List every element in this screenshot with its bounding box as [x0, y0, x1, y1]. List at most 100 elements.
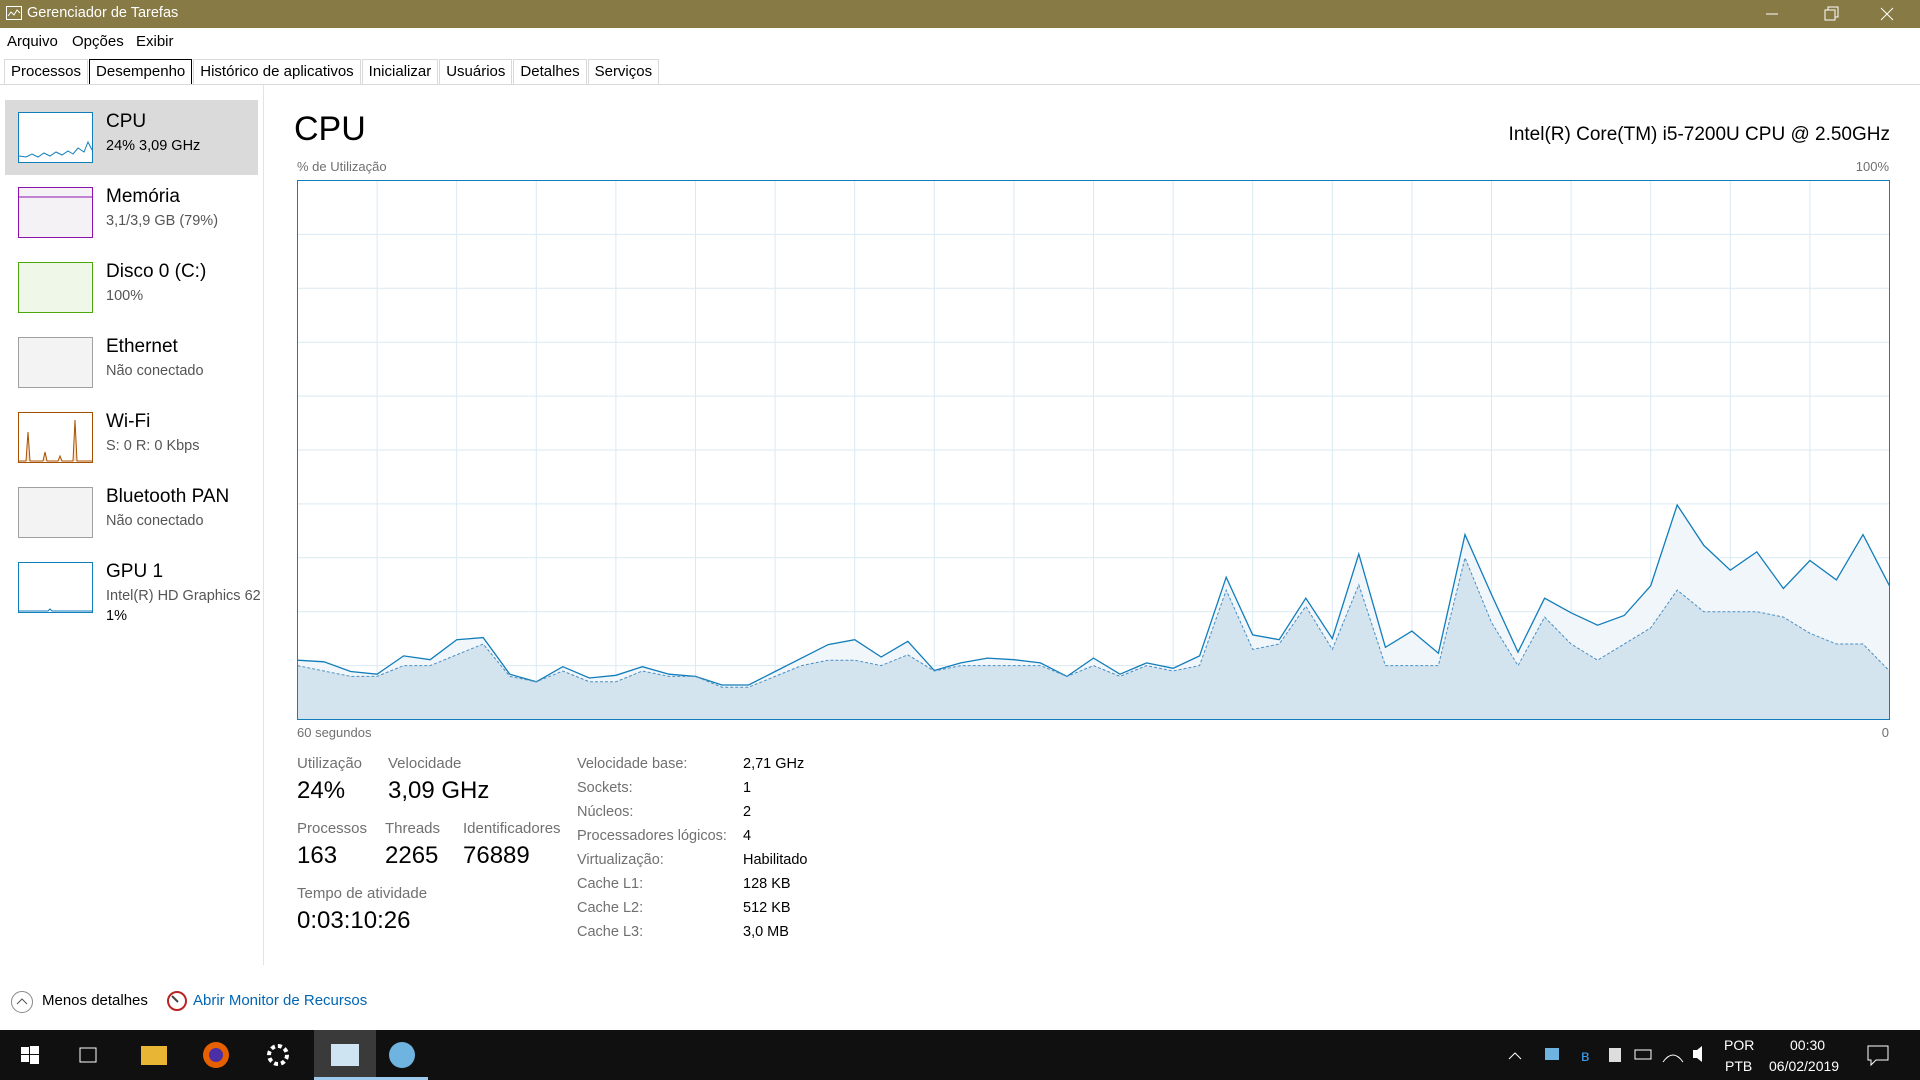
thumbnail[interactable] [18, 187, 93, 238]
detail-label: Velocidade base: [577, 756, 688, 772]
title-bar: Gerenciador de Tarefas [0, 0, 1920, 28]
stat-value: 76889 [463, 842, 530, 869]
tab[interactable]: Detalhes [513, 59, 587, 84]
detail-value: 4 [743, 828, 752, 844]
cpu-chart [297, 180, 1890, 720]
svg-text:ʙ: ʙ [1581, 1048, 1590, 1065]
detail-label: Sockets: [577, 780, 633, 796]
x-tick-label: 0 [1881, 725, 1889, 740]
detail-label: Núcleos: [577, 804, 634, 820]
device-detail: 100% [106, 288, 144, 304]
menu-item[interactable]: Arquivo [7, 33, 58, 50]
detail-label: Cache L1: [577, 876, 644, 892]
device-name[interactable]: Wi-Fi [106, 411, 151, 432]
detail-value: 512 KB [743, 900, 791, 916]
detail-label: Cache L3: [577, 924, 644, 940]
device-detail: Intel(R) HD Graphics 62 [106, 588, 261, 604]
device-detail: 24% 3,09 GHz [106, 138, 201, 154]
menu-bar: Arquivo Opções Exibir [0, 29, 1920, 55]
monitor-icon [167, 991, 187, 1011]
thumbnail[interactable] [18, 487, 93, 538]
device-detail: 3,1/3,9 GB (79%) [106, 213, 219, 229]
thumbnail[interactable] [18, 412, 93, 463]
thumb-frame [18, 487, 93, 538]
tab[interactable]: Histórico de aplicativos [193, 59, 361, 84]
area-fill [297, 557, 1890, 720]
tab[interactable]: Desempenho [89, 59, 193, 84]
device-name[interactable]: GPU 1 [106, 561, 164, 582]
detail-label: Virtualização: [577, 852, 664, 868]
thumb-frame [18, 337, 93, 388]
thumbnail[interactable] [18, 112, 93, 163]
plot-border [297, 180, 1890, 720]
detail-value: 1 [743, 780, 752, 796]
stat-value: 3,09 GHz [388, 777, 490, 804]
stat-label: Velocidade [388, 755, 462, 772]
thumbnail[interactable] [18, 562, 93, 613]
detail-value: 128 KB [743, 876, 791, 892]
less-details[interactable]: Menos detalhes [42, 992, 148, 1009]
detail-label: Processadores lógicos: [577, 828, 727, 844]
tab[interactable]: Processos [4, 59, 89, 84]
app-icon [6, 6, 22, 20]
device-name[interactable]: Disco 0 (C:) [106, 261, 207, 282]
stat-label: Tempo de atividade [297, 885, 428, 902]
thumbnail[interactable] [18, 337, 93, 388]
device-name[interactable]: Bluetooth PAN [106, 486, 230, 507]
thumb-line [18, 140, 93, 158]
tab[interactable]: Inicializar [361, 59, 439, 84]
thumb-line [19, 608, 92, 612]
processor-name: Intel(R) Core(TM) i5-7200U CPU @ 2.50GHz [1508, 124, 1890, 145]
detail-value: Habilitado [743, 852, 808, 868]
menu-item[interactable]: Exibir [136, 33, 174, 50]
clock-date[interactable]: 06/02/2019 [1769, 1058, 1840, 1074]
thumb-frame [18, 262, 93, 313]
menu-item[interactable]: Opções [72, 33, 124, 50]
lang[interactable]: POR [1724, 1037, 1755, 1053]
thumbnail[interactable] [18, 262, 93, 313]
resource-monitor-link[interactable]: Abrir Monitor de Recursos [193, 992, 368, 1009]
y-tick-label: 100% [1855, 159, 1889, 174]
stat-value: 24% [297, 777, 346, 804]
tab[interactable]: Serviços [587, 59, 660, 84]
x-tick-label: 60 segundos [297, 725, 372, 740]
stat-label: Processos [297, 820, 368, 837]
collapse-icon[interactable] [10, 990, 34, 1014]
stat-value: 163 [297, 842, 338, 869]
perf-title: CPU [294, 110, 366, 148]
taskbar-icons[interactable] [0, 1030, 460, 1080]
device-detail: 1% [106, 608, 127, 624]
detail-value: 3,0 MB [743, 924, 789, 940]
notifications[interactable] [1866, 1044, 1892, 1068]
device-name[interactable]: Memória [106, 186, 180, 207]
thumb-line [19, 419, 92, 462]
footer: Menos detalhes Abrir Monitor de Recursos [0, 985, 1920, 1015]
stat-label: Utilização [297, 755, 363, 772]
separator [0, 84, 1920, 85]
series-line [297, 556, 1890, 688]
device-detail: S: 0 R: 0 Kbps [106, 438, 200, 454]
layout[interactable]: PTB [1725, 1058, 1753, 1074]
y-axis-label: % de Utilização [297, 159, 387, 174]
clock-time[interactable]: 00:30 [1790, 1037, 1826, 1053]
separator [263, 85, 264, 965]
series-line [297, 503, 1890, 686]
thumb-frame [18, 187, 93, 238]
tray-icons[interactable]: ʙ [1505, 1030, 1715, 1080]
stat-value: 0:03:10:26 [297, 907, 411, 934]
detail-label: Cache L2: [577, 900, 644, 916]
tab-bar: Processos Desempenho Histórico de aplicati… [4, 59, 660, 84]
device-name[interactable]: Ethernet [106, 336, 178, 357]
stat-value: 2265 [385, 842, 439, 869]
tab[interactable]: Usuários [439, 59, 513, 84]
window-controls[interactable] [1740, 0, 1920, 28]
device-detail: Não conectado [106, 363, 204, 379]
detail-value: 2 [743, 804, 752, 820]
thumb-frame [18, 562, 93, 613]
stat-label: Identificadores [463, 820, 561, 837]
thumb-frame [18, 412, 93, 463]
device-name[interactable]: CPU [106, 111, 147, 132]
window-title: Gerenciador de Tarefas [27, 5, 179, 21]
detail-value: 2,71 GHz [743, 756, 805, 772]
